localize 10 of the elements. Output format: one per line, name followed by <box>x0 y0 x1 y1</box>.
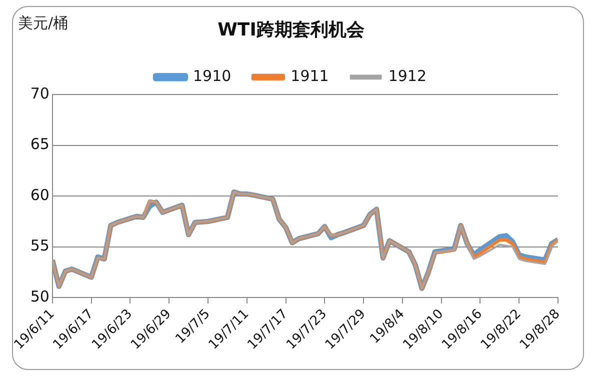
legend-label: 1910 <box>192 66 232 85</box>
y-tick-label: 50 <box>30 287 50 306</box>
chart-title: WTI跨期套利机会 <box>218 19 366 40</box>
legend-label: 1912 <box>388 66 427 85</box>
y-tick-label: 70 <box>30 84 50 102</box>
y-axis-title: 美元/桶 <box>18 14 68 33</box>
y-tick-label: 65 <box>30 135 50 154</box>
y-tick-label: 55 <box>30 236 50 255</box>
y-tick-label: 60 <box>30 186 50 204</box>
legend-label: 1911 <box>290 66 329 85</box>
